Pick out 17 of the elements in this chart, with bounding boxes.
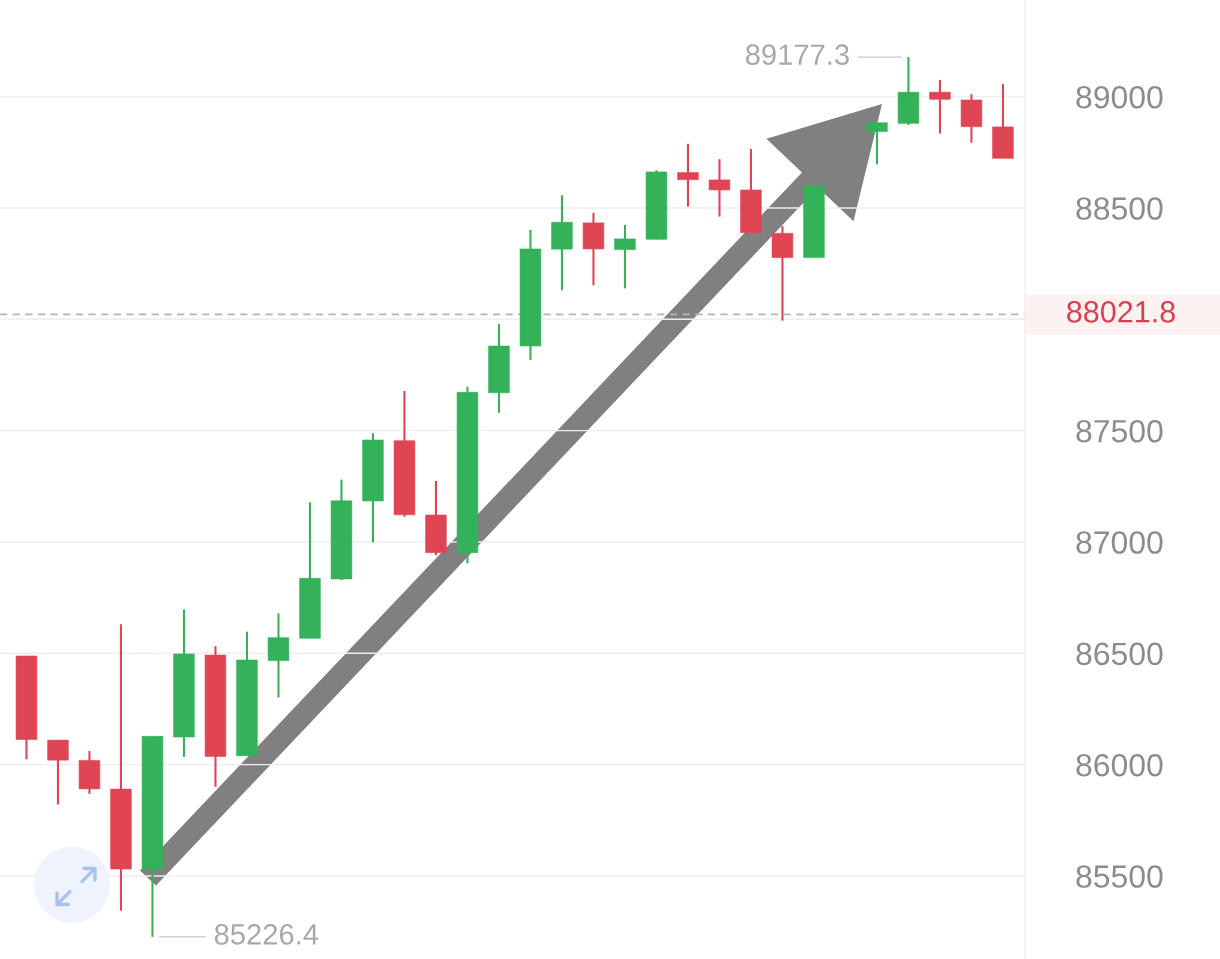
candlestick xyxy=(47,739,69,806)
y-tick-label: 86500 xyxy=(1076,642,1163,666)
annotation: 89177.3 xyxy=(745,44,849,65)
candlestick xyxy=(267,612,290,699)
y-tick-label: 89000 xyxy=(1076,85,1163,109)
annotation: 85226.4 xyxy=(214,924,319,945)
candlestick xyxy=(708,158,731,218)
candlestick xyxy=(677,142,699,208)
candlestick xyxy=(866,121,888,166)
y-tick-label: 87500 xyxy=(1076,419,1163,443)
candlestick xyxy=(614,223,636,290)
y-tick-label: 87000 xyxy=(1076,531,1163,554)
y-tick-label: 86000 xyxy=(1076,753,1163,777)
candlestick xyxy=(929,78,951,135)
y-tick-label: 88500 xyxy=(1076,197,1163,220)
ref-line-label: 88021.8 xyxy=(1067,301,1175,323)
y-tick-label: 85500 xyxy=(1076,865,1163,888)
